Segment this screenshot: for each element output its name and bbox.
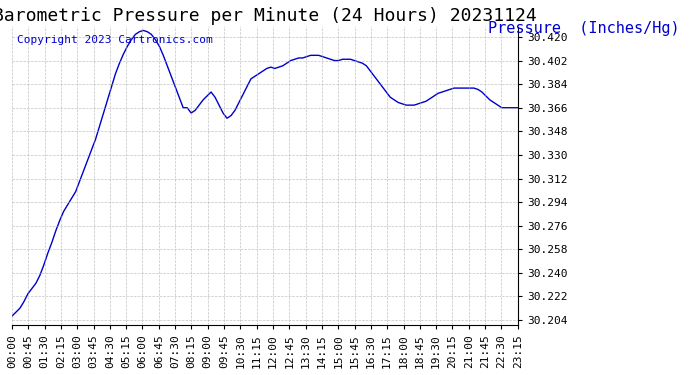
Text: Copyright 2023 Cartronics.com: Copyright 2023 Cartronics.com — [17, 36, 213, 45]
Y-axis label: Pressure  (Inches/Hg): Pressure (Inches/Hg) — [488, 21, 679, 36]
Title: Barometric Pressure per Minute (24 Hours) 20231124: Barometric Pressure per Minute (24 Hours… — [0, 7, 537, 25]
